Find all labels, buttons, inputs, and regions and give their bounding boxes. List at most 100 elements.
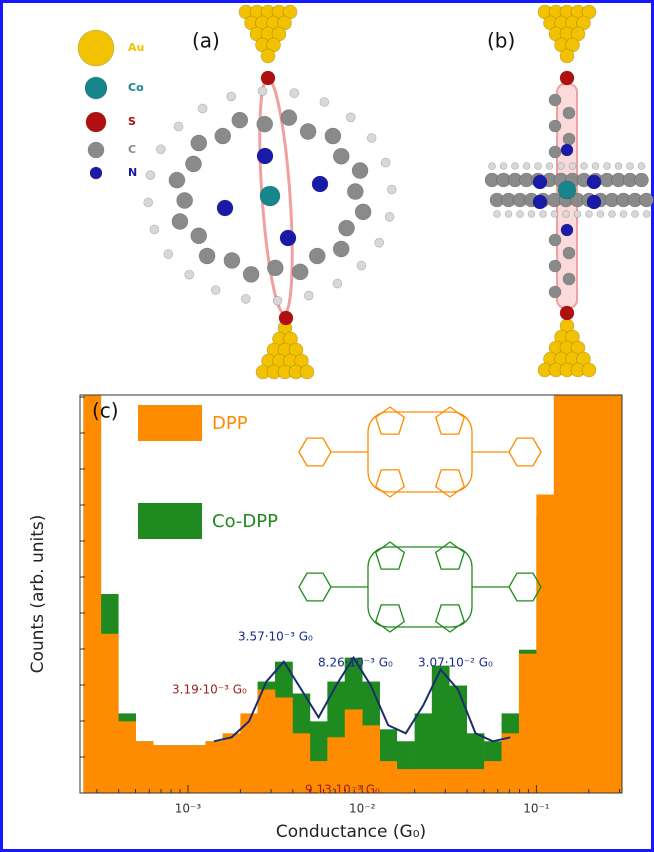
atom (533, 195, 547, 209)
atom (640, 193, 654, 207)
hydrogen-atom (551, 211, 558, 218)
atom (549, 120, 561, 132)
legend-atom (90, 167, 102, 179)
histogram-bar (467, 769, 485, 793)
hydrogen-atom (241, 294, 250, 303)
ring (509, 438, 541, 466)
macrocycle (368, 547, 472, 627)
atom (267, 260, 283, 276)
hydrogen-atom (150, 225, 159, 234)
histogram-bar (554, 395, 571, 793)
atom (587, 175, 601, 189)
hydrogen-atom (574, 211, 581, 218)
hydrogen-atom (174, 122, 183, 131)
gold-atom (560, 49, 574, 63)
histogram-bar (536, 495, 554, 794)
histogram-bar (223, 733, 241, 793)
legend-swatch (138, 503, 202, 539)
atom (191, 228, 207, 244)
atom (232, 112, 248, 128)
chemical-structure (299, 542, 541, 632)
atom (309, 248, 325, 264)
ring (376, 542, 405, 569)
histogram-bar (83, 395, 101, 793)
hydrogen-atom (615, 163, 622, 170)
atom (587, 195, 601, 209)
histogram-bar (345, 709, 363, 793)
atom (185, 156, 201, 172)
atom (563, 273, 575, 285)
atom (352, 163, 368, 179)
gold-atom (300, 365, 314, 379)
atom (169, 172, 185, 188)
panel-label: (b) (487, 29, 515, 53)
hydrogen-atom (609, 211, 616, 218)
legend-label: DPP (212, 413, 248, 434)
histogram-bar (571, 395, 589, 793)
atom (560, 306, 574, 320)
atom (312, 176, 328, 192)
molecule-panels: AuCoSCN(a)(b) (78, 5, 654, 379)
atom (549, 260, 561, 272)
peak-annotation: 3.57·10⁻³ G₀ (238, 630, 313, 644)
atom (280, 230, 296, 246)
hydrogen-atom (597, 211, 604, 218)
atom (563, 247, 575, 259)
atom-legend-label: S (128, 115, 136, 128)
hydrogen-atom (333, 279, 342, 288)
ring (376, 407, 405, 434)
y-axis-label: Counts (arb. units) (28, 515, 48, 674)
atom (549, 146, 561, 158)
hydrogen-atom (320, 97, 329, 106)
atom (224, 252, 240, 268)
histogram-bar (258, 690, 276, 793)
atom (333, 241, 349, 257)
hydrogen-atom (517, 211, 524, 218)
atom-legend-label: C (128, 143, 136, 156)
ring (376, 470, 405, 497)
atom (339, 220, 355, 236)
ring (436, 470, 465, 497)
peak-annotation: 3.07·10⁻² G₀ (418, 656, 493, 670)
hydrogen-atom (211, 286, 220, 295)
panel-label: (c) (92, 399, 119, 423)
plot-area (83, 395, 623, 793)
legend-atom (88, 142, 104, 158)
atom (257, 148, 273, 164)
atom (558, 181, 576, 199)
histogram-chart: 10⁻³10⁻²10⁻¹Conductance (G₀)Counts (arb.… (28, 395, 624, 842)
atom (172, 213, 188, 229)
atom (243, 266, 259, 282)
legend-swatch (138, 405, 202, 441)
histogram-bar (205, 741, 222, 793)
hydrogen-atom (540, 211, 547, 218)
atom (177, 192, 193, 208)
hydrogen-atom (357, 261, 366, 270)
histogram-bar (449, 769, 467, 793)
hydrogen-atom (569, 163, 576, 170)
macrocycle (368, 412, 472, 492)
atom (191, 135, 207, 151)
atom (300, 124, 316, 140)
peak-annotation: 3.19·10⁻³ G₀ (172, 683, 247, 697)
hydrogen-atom (581, 163, 588, 170)
atom (563, 133, 575, 145)
peak-annotation: 8.26·10⁻³ G₀ (318, 656, 393, 670)
hydrogen-atom (627, 163, 634, 170)
hydrogen-atom (512, 163, 519, 170)
atom (635, 173, 649, 187)
hydrogen-atom (558, 163, 565, 170)
atom (260, 186, 280, 206)
histogram-bar (432, 769, 450, 793)
gold-atom (582, 363, 596, 377)
histogram-bar (240, 713, 257, 793)
atom (292, 264, 308, 280)
histogram-bar (502, 733, 520, 793)
hydrogen-atom (592, 163, 599, 170)
hydrogen-atom (494, 211, 501, 218)
histogram-bar (188, 745, 206, 793)
hydrogen-atom (535, 163, 542, 170)
hydrogen-atom (304, 291, 313, 300)
peak-annotation: 9.13·10⁻³ G₀ (305, 783, 380, 797)
hydrogen-atom (643, 211, 650, 218)
